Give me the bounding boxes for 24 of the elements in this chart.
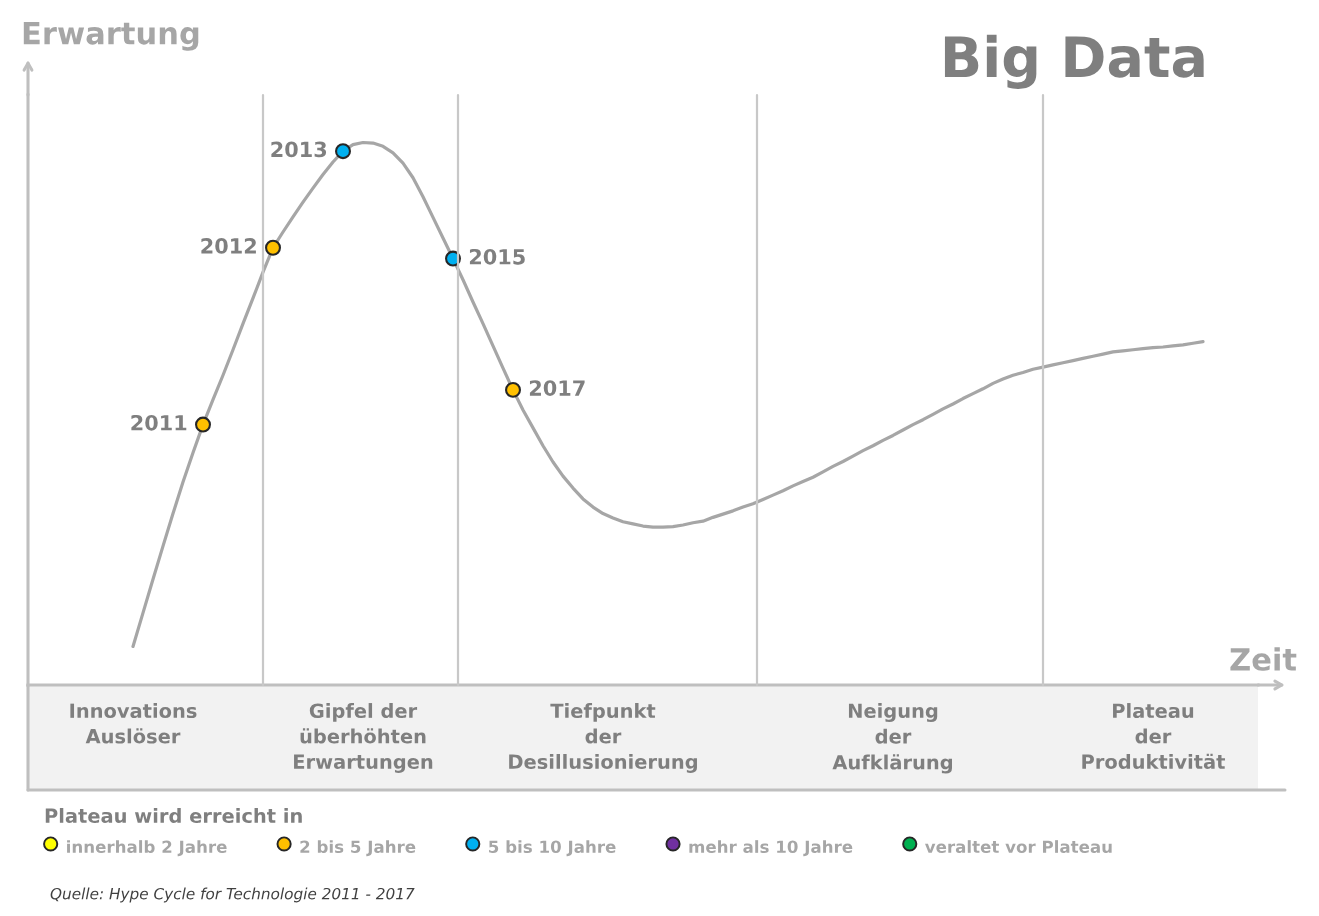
legend-label: mehr als 10 Jahre <box>689 840 853 857</box>
x-tick-label: Gipfel der überhöhten Erwartungen <box>294 703 433 773</box>
point <box>335 143 351 160</box>
y-axis-title: Erwartung <box>23 21 199 51</box>
x-tick-label: Neigung der Aufklärung <box>832 703 952 774</box>
chart-title: Big Data <box>944 34 1204 89</box>
x-tick-label: Plateau der Produktivität <box>1082 703 1226 770</box>
point <box>265 239 281 256</box>
x-tick-label: Innovations Auslöser <box>70 703 197 744</box>
legend-label: 5 bis 10 Jahre <box>489 840 616 857</box>
point <box>505 381 521 398</box>
annotation: 2012 <box>201 238 256 254</box>
annotation: 2011 <box>131 414 187 431</box>
legend-label: innerhalb 2 Jahre <box>67 840 227 857</box>
annotation: 2017 <box>529 380 585 396</box>
annotation: 2013 <box>271 141 327 158</box>
source-note: Quelle: Hype Cycle for Technologie 2011 - 2017 <box>50 887 415 903</box>
x-tick-label: Tiefpunkt der Desillusionierung <box>509 703 697 773</box>
point <box>195 416 211 433</box>
annotation: 2015 <box>469 248 525 265</box>
x-axis-title: Zeit <box>1230 647 1297 671</box>
legend-label: 2 bis 5 Jahre <box>300 840 416 857</box>
legend-label: veraltet vor Plateau <box>925 840 1112 854</box>
legend-title: Plateau wird erreicht in <box>45 808 302 824</box>
